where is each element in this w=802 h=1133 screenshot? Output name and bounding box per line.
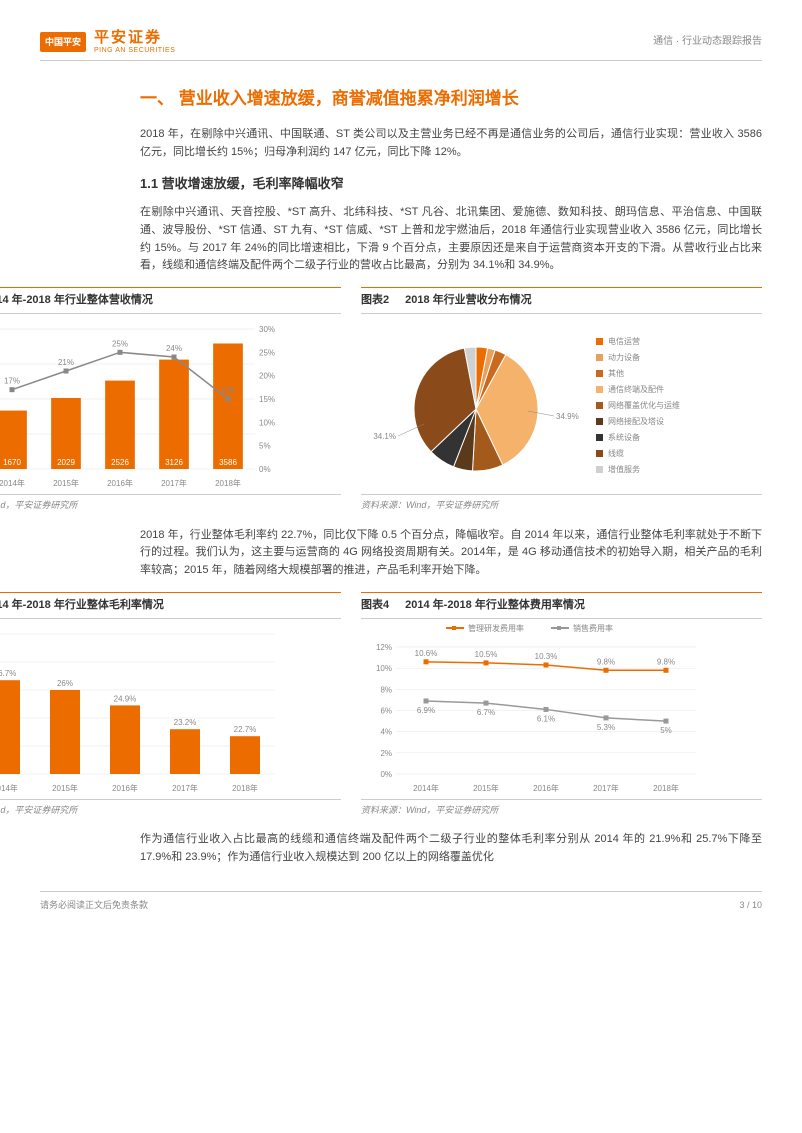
svg-text:网络覆盖优化与运维: 网络覆盖优化与运维	[608, 400, 680, 410]
svg-text:2018年: 2018年	[232, 783, 258, 793]
svg-text:2015年: 2015年	[52, 783, 78, 793]
svg-text:线缆: 线缆	[608, 448, 624, 458]
svg-text:17%: 17%	[4, 377, 20, 386]
svg-text:2016年: 2016年	[107, 478, 133, 488]
svg-text:25%: 25%	[259, 349, 275, 358]
svg-text:2%: 2%	[380, 749, 392, 758]
footer-page-number: 3 / 10	[739, 898, 762, 912]
svg-text:15%: 15%	[259, 395, 275, 404]
chart1-title: 2014 年-2018 年行业整体营收情况	[0, 292, 153, 310]
svg-text:12%: 12%	[376, 643, 392, 652]
svg-text:10%: 10%	[376, 664, 392, 673]
body-paragraph-1: 在剔除中兴通讯、天音控股、*ST 高升、北纬科技、*ST 凡谷、北讯集团、爱施德…	[140, 204, 762, 274]
charts-row-1: 图表1 2014 年-2018 年行业整体营收情况 01000200030004…	[0, 287, 762, 513]
svg-text:24.9%: 24.9%	[114, 694, 137, 703]
svg-text:2017年: 2017年	[172, 783, 198, 793]
logo-badge: 中国平安	[40, 32, 86, 52]
svg-text:22.7%: 22.7%	[234, 725, 257, 734]
svg-text:10.5%: 10.5%	[475, 650, 498, 659]
svg-text:网络接配及塔设: 网络接配及塔设	[608, 416, 664, 426]
svg-text:3126: 3126	[165, 458, 183, 467]
svg-text:23.2%: 23.2%	[174, 718, 197, 727]
svg-text:2029: 2029	[57, 458, 75, 467]
svg-text:4%: 4%	[380, 728, 392, 737]
svg-text:20%: 20%	[259, 372, 275, 381]
chart1-source: 资料来源：Wind，平安证券研究所	[0, 494, 341, 512]
svg-text:2018年: 2018年	[215, 478, 241, 488]
svg-text:电信运营: 电信运营	[608, 336, 640, 346]
svg-text:2014年: 2014年	[0, 478, 25, 488]
svg-text:2526: 2526	[111, 458, 129, 467]
svg-text:5.3%: 5.3%	[597, 723, 615, 732]
chart1-combo: 010002000300040000%5%10%15%20%25%30%单位：亿…	[0, 314, 341, 494]
svg-text:15%: 15%	[220, 386, 236, 395]
svg-text:系统设备: 系统设备	[608, 432, 640, 442]
chart2-label: 图表2	[361, 292, 389, 310]
svg-text:2017年: 2017年	[593, 783, 619, 793]
svg-text:5%: 5%	[660, 726, 672, 735]
page-footer: 请务必阅读正文后免责条款 3 / 10	[40, 891, 762, 912]
svg-text:2015年: 2015年	[473, 783, 499, 793]
svg-text:管理研发费用率: 管理研发费用率	[468, 623, 524, 633]
chart2-source: 资料来源：Wind，平安证券研究所	[361, 494, 762, 512]
svg-text:动力设备: 动力设备	[608, 352, 640, 362]
subsection-title: 1.1 营收增速放缓，毛利率降幅收窄	[140, 174, 762, 195]
chart3-title: 2014 年-2018 年行业整体毛利率情况	[0, 597, 164, 615]
charts-row-2: 图表3 2014 年-2018 年行业整体毛利率情况 20%22%24%26%2…	[0, 592, 762, 818]
intro-paragraph: 2018 年，在剔除中兴通讯、中国联通、ST 类公司以及主营业务已经不再是通信业…	[140, 126, 762, 161]
svg-text:6.1%: 6.1%	[537, 715, 555, 724]
svg-text:0%: 0%	[380, 770, 392, 779]
svg-text:6.7%: 6.7%	[477, 708, 495, 717]
chart2-pie: 34.1% 34.9% 电信运营动力设备其他通信终端及配件网络覆盖优化与运维网络接配…	[361, 314, 762, 494]
svg-text:34.9%: 34.9%	[556, 412, 579, 421]
svg-text:26.7%: 26.7%	[0, 669, 16, 678]
body-paragraph-2: 2018 年，行业整体毛利率约 22.7%，同比仅下降 0.5 个百分点，降幅收…	[140, 527, 762, 580]
svg-text:0%: 0%	[259, 465, 271, 474]
svg-text:2017年: 2017年	[161, 478, 187, 488]
chart2-title: 2018 年行业营收分布情况	[405, 292, 532, 310]
svg-text:26%: 26%	[57, 679, 73, 688]
svg-text:6%: 6%	[380, 707, 392, 716]
svg-text:2014年: 2014年	[0, 783, 18, 793]
section-title: 一、 营业收入增速放缓，商誉减值拖累净利润增长	[140, 85, 762, 112]
svg-text:34.1%: 34.1%	[373, 432, 396, 441]
chart3-bar: 20%22%24%26%28%30%26.7%2014年26%2015年24.9…	[0, 619, 341, 799]
svg-text:3586: 3586	[219, 458, 237, 467]
logo-cn: 平安证券	[94, 30, 175, 47]
svg-text:30%: 30%	[259, 325, 275, 334]
svg-text:24%: 24%	[166, 344, 182, 353]
svg-text:2015年: 2015年	[53, 478, 79, 488]
chart4-title: 2014 年-2018 年行业整体费用率情况	[405, 597, 585, 615]
page-header: 中国平安 平安证券 PING AN SECURITIES 通信 · 行业动态跟踪…	[40, 30, 762, 61]
logo-en: PING AN SECURITIES	[94, 47, 175, 55]
svg-text:销售费用率: 销售费用率	[573, 623, 613, 633]
chart4-line: 管理研发费用率 销售费用率 0% 2% 4% 6% 8% 10% 12% 10.6% 10.5% 10…	[361, 619, 762, 799]
svg-text:8%: 8%	[380, 685, 392, 694]
svg-text:6.9%: 6.9%	[417, 706, 435, 715]
footer-disclaimer: 请务必阅读正文后免责条款	[40, 898, 148, 912]
svg-text:1670: 1670	[3, 458, 21, 467]
svg-text:9.8%: 9.8%	[657, 657, 675, 666]
svg-text:其他: 其他	[608, 368, 624, 378]
chart4-source: 资料来源：Wind，平安证券研究所	[361, 799, 762, 817]
logo-block: 中国平安 平安证券 PING AN SECURITIES	[40, 30, 175, 54]
svg-text:25%: 25%	[112, 340, 128, 349]
svg-text:21%: 21%	[58, 358, 74, 367]
chart4-label: 图表4	[361, 597, 389, 615]
svg-text:9.8%: 9.8%	[597, 657, 615, 666]
chart3-source: 资料来源：Wind，平安证券研究所	[0, 799, 341, 817]
svg-text:通信终端及配件: 通信终端及配件	[608, 384, 664, 394]
body-paragraph-3: 作为通信行业收入占比最高的线缆和通信终端及配件两个二级子行业的整体毛利率分别从 …	[140, 831, 762, 866]
svg-text:5%: 5%	[259, 442, 271, 451]
svg-text:10%: 10%	[259, 419, 275, 428]
svg-text:2016年: 2016年	[533, 783, 559, 793]
svg-text:2014年: 2014年	[413, 783, 439, 793]
svg-text:增值服务: 增值服务	[608, 464, 640, 474]
svg-text:2018年: 2018年	[653, 783, 679, 793]
svg-text:2016年: 2016年	[112, 783, 138, 793]
svg-text:10.3%: 10.3%	[535, 652, 558, 661]
header-category: 通信 · 行业动态跟踪报告	[653, 34, 762, 50]
svg-text:10.6%: 10.6%	[415, 649, 438, 658]
